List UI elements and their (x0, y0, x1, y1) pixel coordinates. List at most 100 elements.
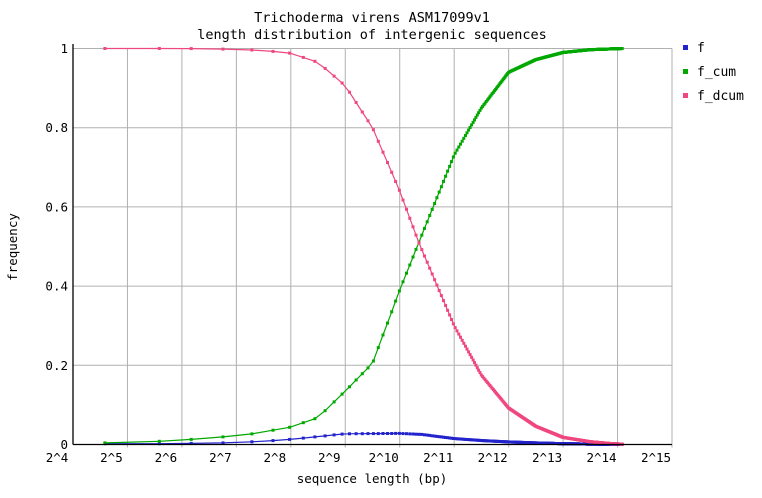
series-marker-f (414, 432, 418, 436)
series-marker-f_cum (435, 196, 439, 200)
series-marker-f_dcum (323, 66, 327, 70)
series-marker-f_dcum (425, 260, 429, 264)
series-marker-f_cum (465, 131, 469, 135)
series-marker-f_dcum (390, 170, 394, 174)
series-marker-f (453, 437, 457, 441)
series-marker-f_cum (390, 310, 394, 314)
series-marker-f (405, 432, 408, 436)
series-marker-f_dcum (386, 161, 389, 164)
series-marker-f_cum (408, 263, 412, 267)
series-marker-f_cum (376, 346, 380, 350)
series-marker-f (462, 437, 466, 441)
series-marker-f_cum (332, 400, 336, 404)
series-marker-f_cum (425, 220, 429, 224)
series-marker-f_cum (221, 435, 225, 439)
series-marker-f_dcum (448, 313, 452, 317)
series-marker-f_cum (444, 174, 448, 178)
series-marker-f_dcum (428, 266, 432, 270)
series-marker-f (340, 432, 344, 436)
series-marker-f_cum (477, 111, 481, 115)
series-marker-f (465, 438, 469, 441)
series-marker-f (288, 437, 292, 441)
series-marker-f (444, 436, 448, 439)
x-tick-label: 2^8 (264, 450, 287, 465)
series-marker-f_cum (397, 289, 401, 293)
axis-layer (72, 44, 672, 446)
series-marker-f_dcum (366, 119, 370, 123)
series-marker-f (271, 439, 275, 443)
series-marker-f_dcum (451, 322, 455, 326)
series-marker-f_cum (340, 392, 344, 396)
series-marker-f_dcum (420, 248, 424, 252)
series-marker-f_cum (381, 333, 385, 337)
series-marker-f_dcum (411, 225, 415, 229)
tick-layer: 2^4 2^5 2^6 2^7 2^8 2^9 2^10 2^11 2^12 2^13 2^14 2^… (45, 41, 671, 465)
series-marker-f_cum (428, 214, 432, 217)
series-marker-f_dcum (446, 308, 450, 312)
series-marker-f (354, 432, 358, 436)
y-tick-label: 0.8 (45, 120, 68, 135)
x-tick-label: 2^14 (586, 450, 616, 465)
series-line-f_cum (104, 47, 623, 444)
series-marker-f_dcum (301, 55, 305, 59)
series-marker-f_dcum (397, 188, 401, 192)
series-marker-f_cum (405, 271, 408, 275)
series-f_cum (103, 47, 624, 445)
series-marker-f_dcum (401, 198, 405, 202)
series-marker-f_cum (483, 101, 487, 105)
series-marker-f_dcum (471, 358, 475, 362)
series-marker-f_cum (313, 417, 317, 421)
series-marker-f_cum (468, 126, 472, 129)
series-marker-f (428, 433, 432, 437)
series-marker-f_cum (414, 247, 418, 251)
series-marker-f_cum (620, 47, 624, 50)
series-marker-f_dcum (439, 294, 443, 298)
series-marker-f_dcum (457, 332, 461, 336)
series-marker-f_dcum (340, 81, 344, 85)
legend-marker-f_cum (683, 69, 688, 74)
series-marker-f_dcum (376, 139, 380, 143)
series-marker-f (397, 431, 401, 435)
chart-title-line1: Trichoderma virens ASM17099v1 (254, 10, 490, 26)
series-marker-f_dcum (360, 110, 364, 114)
y-tick-label: 0 (60, 437, 68, 452)
series-marker-f (157, 442, 161, 446)
series-marker-f_dcum (474, 363, 478, 367)
x-tick-label: 2^11 (423, 450, 453, 465)
series-marker-f_cum (478, 108, 482, 112)
y-tick-label: 0.4 (45, 279, 68, 294)
series-marker-f_dcum (435, 283, 439, 287)
series-marker-f_cum (460, 139, 464, 143)
legend-entry-f_dcum: f_dcum (683, 89, 744, 104)
series-marker-f (457, 437, 461, 441)
x-axis-label: sequence length (bp) (297, 471, 448, 486)
series-marker-f (401, 432, 405, 436)
series-marker-f_dcum (478, 371, 482, 375)
legend-marker-f_dcum (683, 93, 688, 98)
series-marker-f (390, 432, 394, 435)
series-marker-f_dcum (417, 241, 421, 245)
series-marker-f_cum (288, 425, 292, 429)
series-marker-f_cum (442, 179, 445, 183)
series-marker-f (348, 432, 351, 436)
series-marker-f_cum (103, 441, 107, 445)
legend-label: f (697, 41, 705, 56)
series-marker-f (360, 432, 364, 436)
series-marker-f (313, 435, 317, 439)
series-marker-f (442, 435, 445, 439)
series-marker-f_cum (411, 255, 415, 259)
series-marker-f_cum (420, 233, 424, 237)
series-marker-f_cum (451, 155, 455, 159)
series-marker-f_cum (189, 437, 193, 441)
series-marker-f (430, 434, 434, 438)
series-marker-f_dcum (437, 289, 441, 292)
series-marker-f (381, 432, 385, 435)
series-marker-f (301, 436, 305, 440)
series-marker-f_dcum (414, 233, 418, 237)
series-line-f_dcum (104, 47, 623, 445)
series-marker-f (366, 432, 370, 436)
series-marker-f_cum (386, 321, 389, 325)
series-marker-f_dcum (444, 304, 448, 307)
series-marker-f (448, 436, 452, 440)
series-marker-f (451, 437, 455, 440)
